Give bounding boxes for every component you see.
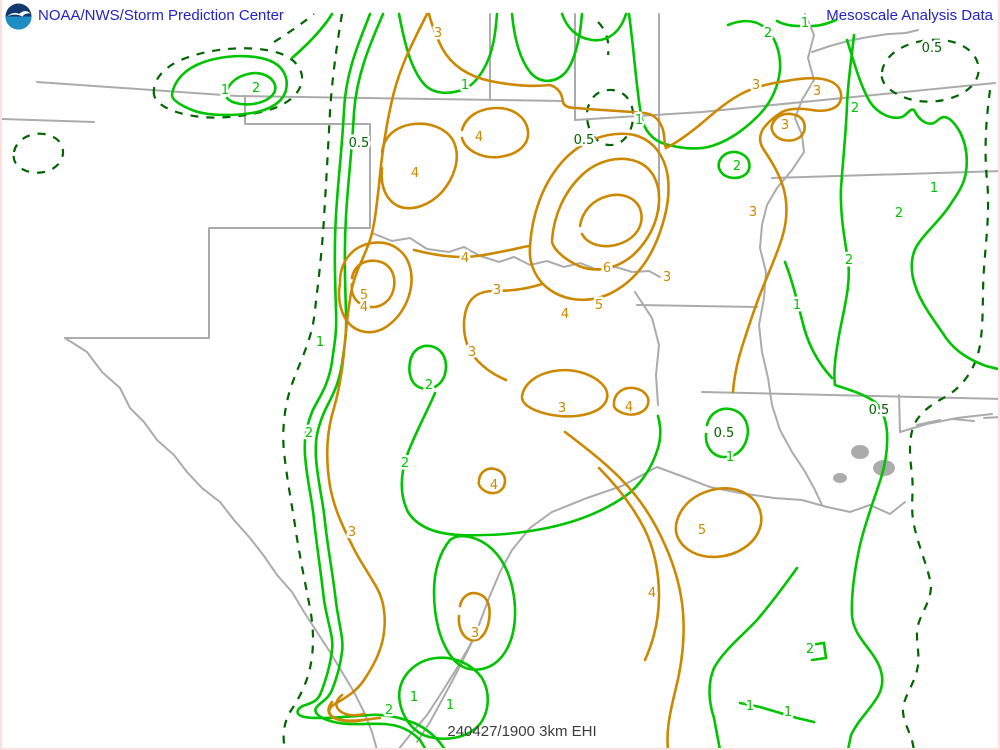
contour-label: 3 (434, 26, 442, 41)
contour-label: 1 (635, 113, 643, 128)
contour-label: 4 (490, 478, 498, 493)
contour-label: 2 (851, 101, 859, 116)
contour-label: 4 (461, 251, 469, 266)
contour-label: 0.5 (869, 403, 890, 418)
texas-coastline (398, 466, 658, 748)
contour-label: 3 (781, 118, 789, 133)
product-title: Mesoscale Analysis Data (826, 7, 993, 24)
contour-label: 1 (726, 450, 734, 465)
contour-label: 1 (793, 298, 801, 313)
agency-title: NOAA/NWS/Storm Prediction Center (38, 7, 284, 24)
red-river (371, 232, 661, 278)
contour-label: 2 (806, 642, 814, 657)
contour-label: 3 (468, 345, 476, 360)
contour-label: 2 (733, 159, 741, 174)
contour-label: 5 (698, 523, 706, 538)
state-borders (2, 13, 998, 433)
contour-label: 1 (930, 181, 938, 196)
contour-label: 2 (845, 253, 853, 268)
contour-label: 1 (746, 699, 754, 714)
contour-label: 2 (895, 206, 903, 221)
green-contours-1-2 (170, 12, 998, 748)
rivers-coastlines (64, 13, 998, 748)
contour-label: 1 (446, 698, 454, 713)
contour-label: 0.5 (574, 133, 595, 148)
rio-grande (64, 337, 378, 748)
contour-label: 0.5 (349, 136, 370, 151)
contour-labels: 0.5 0.5 0.5 0.5 0.5 1 2 1 1 2 1 2 2 1 2 2 1 1 2 2 2 1 2 1 1 2 1 1 3 3… (218, 14, 944, 723)
contour-label: 1 (316, 335, 324, 350)
contour-label: 4 (561, 307, 569, 322)
contour-label: 3 (558, 401, 566, 416)
contour-label: 2 (305, 426, 313, 441)
contour-label: 3 (749, 205, 757, 220)
contour-label: 3 (813, 84, 821, 99)
contour-label: 3 (752, 78, 760, 93)
dashed-contours-0p5 (12, 13, 992, 748)
contour-label: 5 (595, 298, 603, 313)
contour-label: 2 (252, 81, 260, 96)
contour-label: 2 (764, 26, 772, 41)
map-caption: 240427/1900 3km EHI (447, 723, 597, 740)
contour-label: 1 (461, 78, 469, 93)
contour-label: 2 (401, 456, 409, 471)
contour-label: 1 (221, 83, 229, 98)
contour-label: 3 (493, 283, 501, 298)
contour-label: 6 (603, 261, 611, 276)
contour-label: 4 (648, 586, 656, 601)
contour-label: 2 (425, 378, 433, 393)
contour-label: 4 (625, 400, 633, 415)
contour-label: 4 (360, 300, 368, 315)
contour-label: 3 (663, 270, 671, 285)
contour-label: 4 (475, 130, 483, 145)
contour-label: 1 (801, 16, 809, 31)
contour-label: 1 (410, 690, 418, 705)
mississippi-river (757, 13, 823, 506)
contour-label: 5 (360, 288, 368, 303)
contour-label: 0.5 (922, 41, 943, 56)
orange-contours-3-6 (325, 12, 843, 748)
contour-label: 3 (471, 626, 479, 641)
noaa-logo-icon (5, 3, 32, 30)
contour-label: 3 (348, 525, 356, 540)
louisiana-coastline (656, 466, 906, 516)
contour-label: 4 (411, 166, 419, 181)
contour-label: 0.5 (714, 426, 735, 441)
contour-label: 2 (385, 703, 393, 718)
contour-label: 1 (784, 705, 792, 720)
